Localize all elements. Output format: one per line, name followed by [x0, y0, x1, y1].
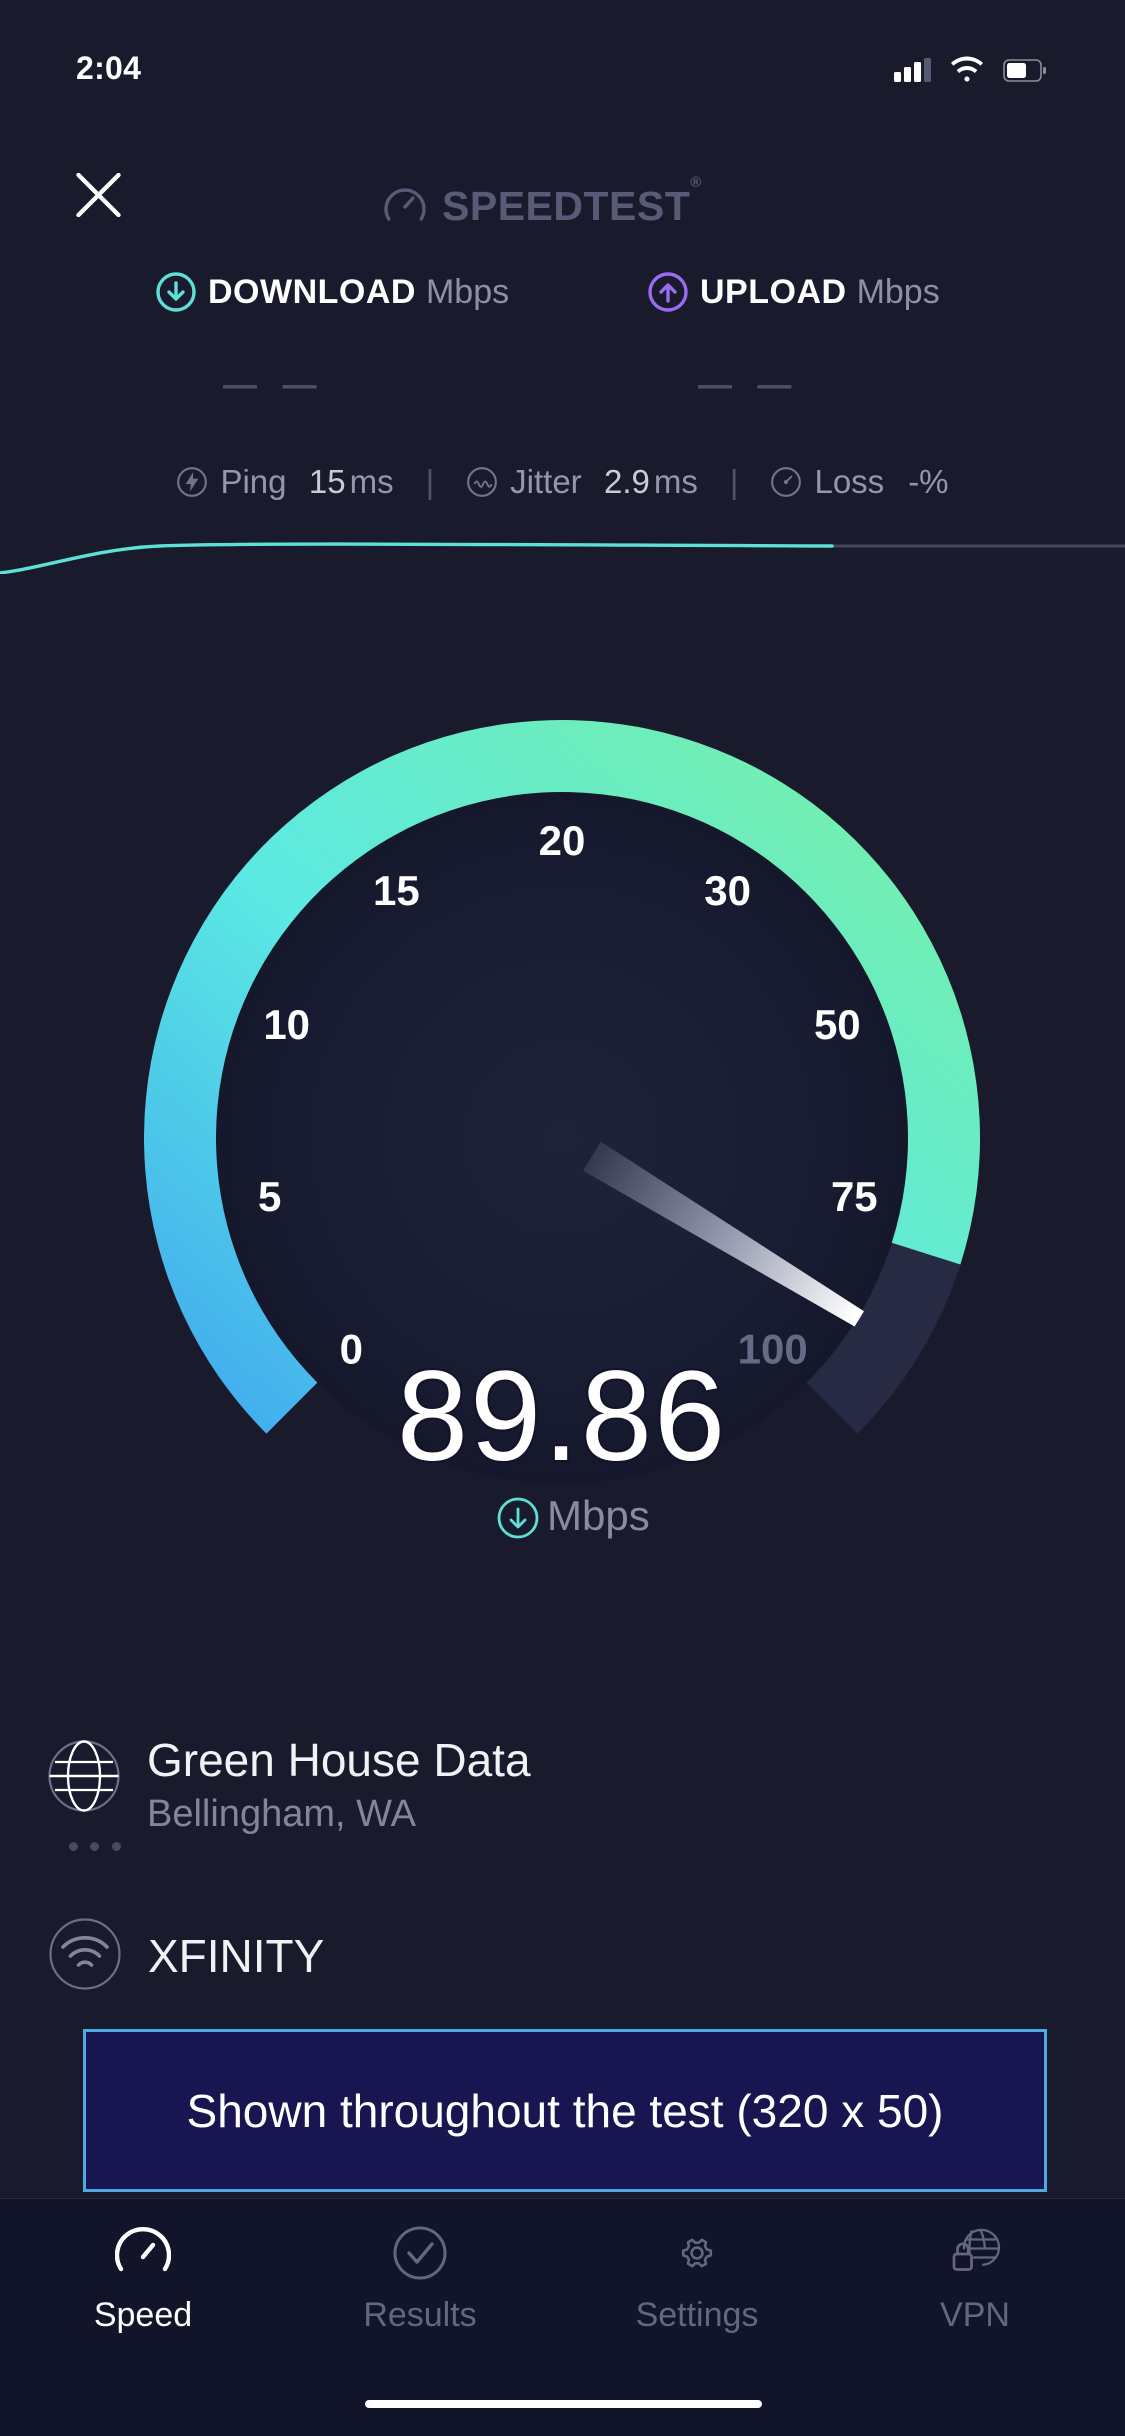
svg-text:10: 10: [263, 1001, 310, 1048]
svg-text:0: 0: [340, 1326, 363, 1373]
svg-text:20: 20: [539, 817, 586, 864]
svg-text:75: 75: [831, 1173, 878, 1220]
svg-text:30: 30: [704, 867, 751, 914]
svg-text:89.86: 89.86: [397, 1345, 727, 1488]
svg-text:5: 5: [258, 1173, 281, 1220]
svg-text:15: 15: [373, 867, 420, 914]
svg-text:Mbps: Mbps: [547, 1492, 650, 1539]
svg-text:100: 100: [738, 1326, 808, 1373]
svg-text:50: 50: [814, 1001, 861, 1048]
